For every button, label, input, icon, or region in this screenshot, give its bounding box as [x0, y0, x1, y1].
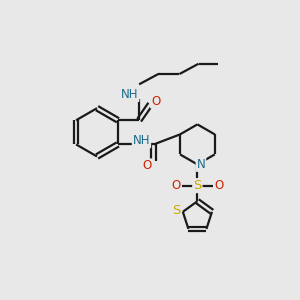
Text: S: S — [172, 204, 181, 217]
Text: NH: NH — [121, 88, 138, 101]
Text: NH: NH — [133, 134, 150, 147]
Text: S: S — [193, 179, 202, 192]
Text: O: O — [151, 94, 160, 108]
Text: O: O — [143, 159, 152, 172]
Text: O: O — [214, 179, 224, 192]
Text: O: O — [171, 179, 180, 192]
Text: N: N — [196, 158, 205, 171]
